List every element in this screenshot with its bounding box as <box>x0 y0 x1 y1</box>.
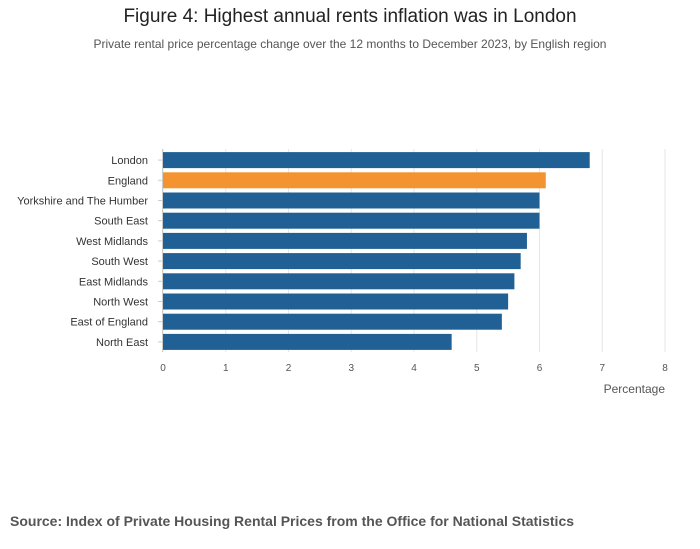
category-label: South East <box>94 216 148 228</box>
category-label: North East <box>96 337 148 349</box>
bar <box>163 172 546 189</box>
x-tick-label: 8 <box>662 363 668 374</box>
x-tick-label: 2 <box>286 363 292 374</box>
x-tick-label: 6 <box>537 363 543 374</box>
x-tick-label: 7 <box>599 363 605 374</box>
x-tick-label: 3 <box>348 363 354 374</box>
source-note: Source: Index of Private Housing Rental … <box>10 513 575 529</box>
bar <box>163 313 502 330</box>
category-label: East of England <box>70 317 148 329</box>
bar <box>163 253 521 270</box>
x-tick-label: 4 <box>411 363 417 374</box>
chart-subtitle: Private rental price percentage change o… <box>93 37 607 51</box>
category-label: West Midlands <box>76 236 148 248</box>
category-label: England <box>108 175 148 187</box>
bar <box>163 192 540 209</box>
bar <box>163 152 590 169</box>
x-tick-label: 1 <box>223 363 229 374</box>
x-tick-label: 5 <box>474 363 480 374</box>
category-label: South West <box>91 256 148 268</box>
bar <box>163 273 515 290</box>
bar <box>163 333 452 350</box>
x-axis-title: Percentage <box>604 382 666 396</box>
category-label: East Midlands <box>79 276 149 288</box>
category-label: Yorkshire and The Humber <box>17 196 148 208</box>
category-label: North West <box>93 297 148 309</box>
x-tick-label: 0 <box>160 363 166 374</box>
chart-title: Figure 4: Highest annual rents inflation… <box>123 6 577 27</box>
bar <box>163 232 527 249</box>
bar <box>163 212 540 229</box>
category-label: London <box>111 155 148 167</box>
bar <box>163 293 509 310</box>
